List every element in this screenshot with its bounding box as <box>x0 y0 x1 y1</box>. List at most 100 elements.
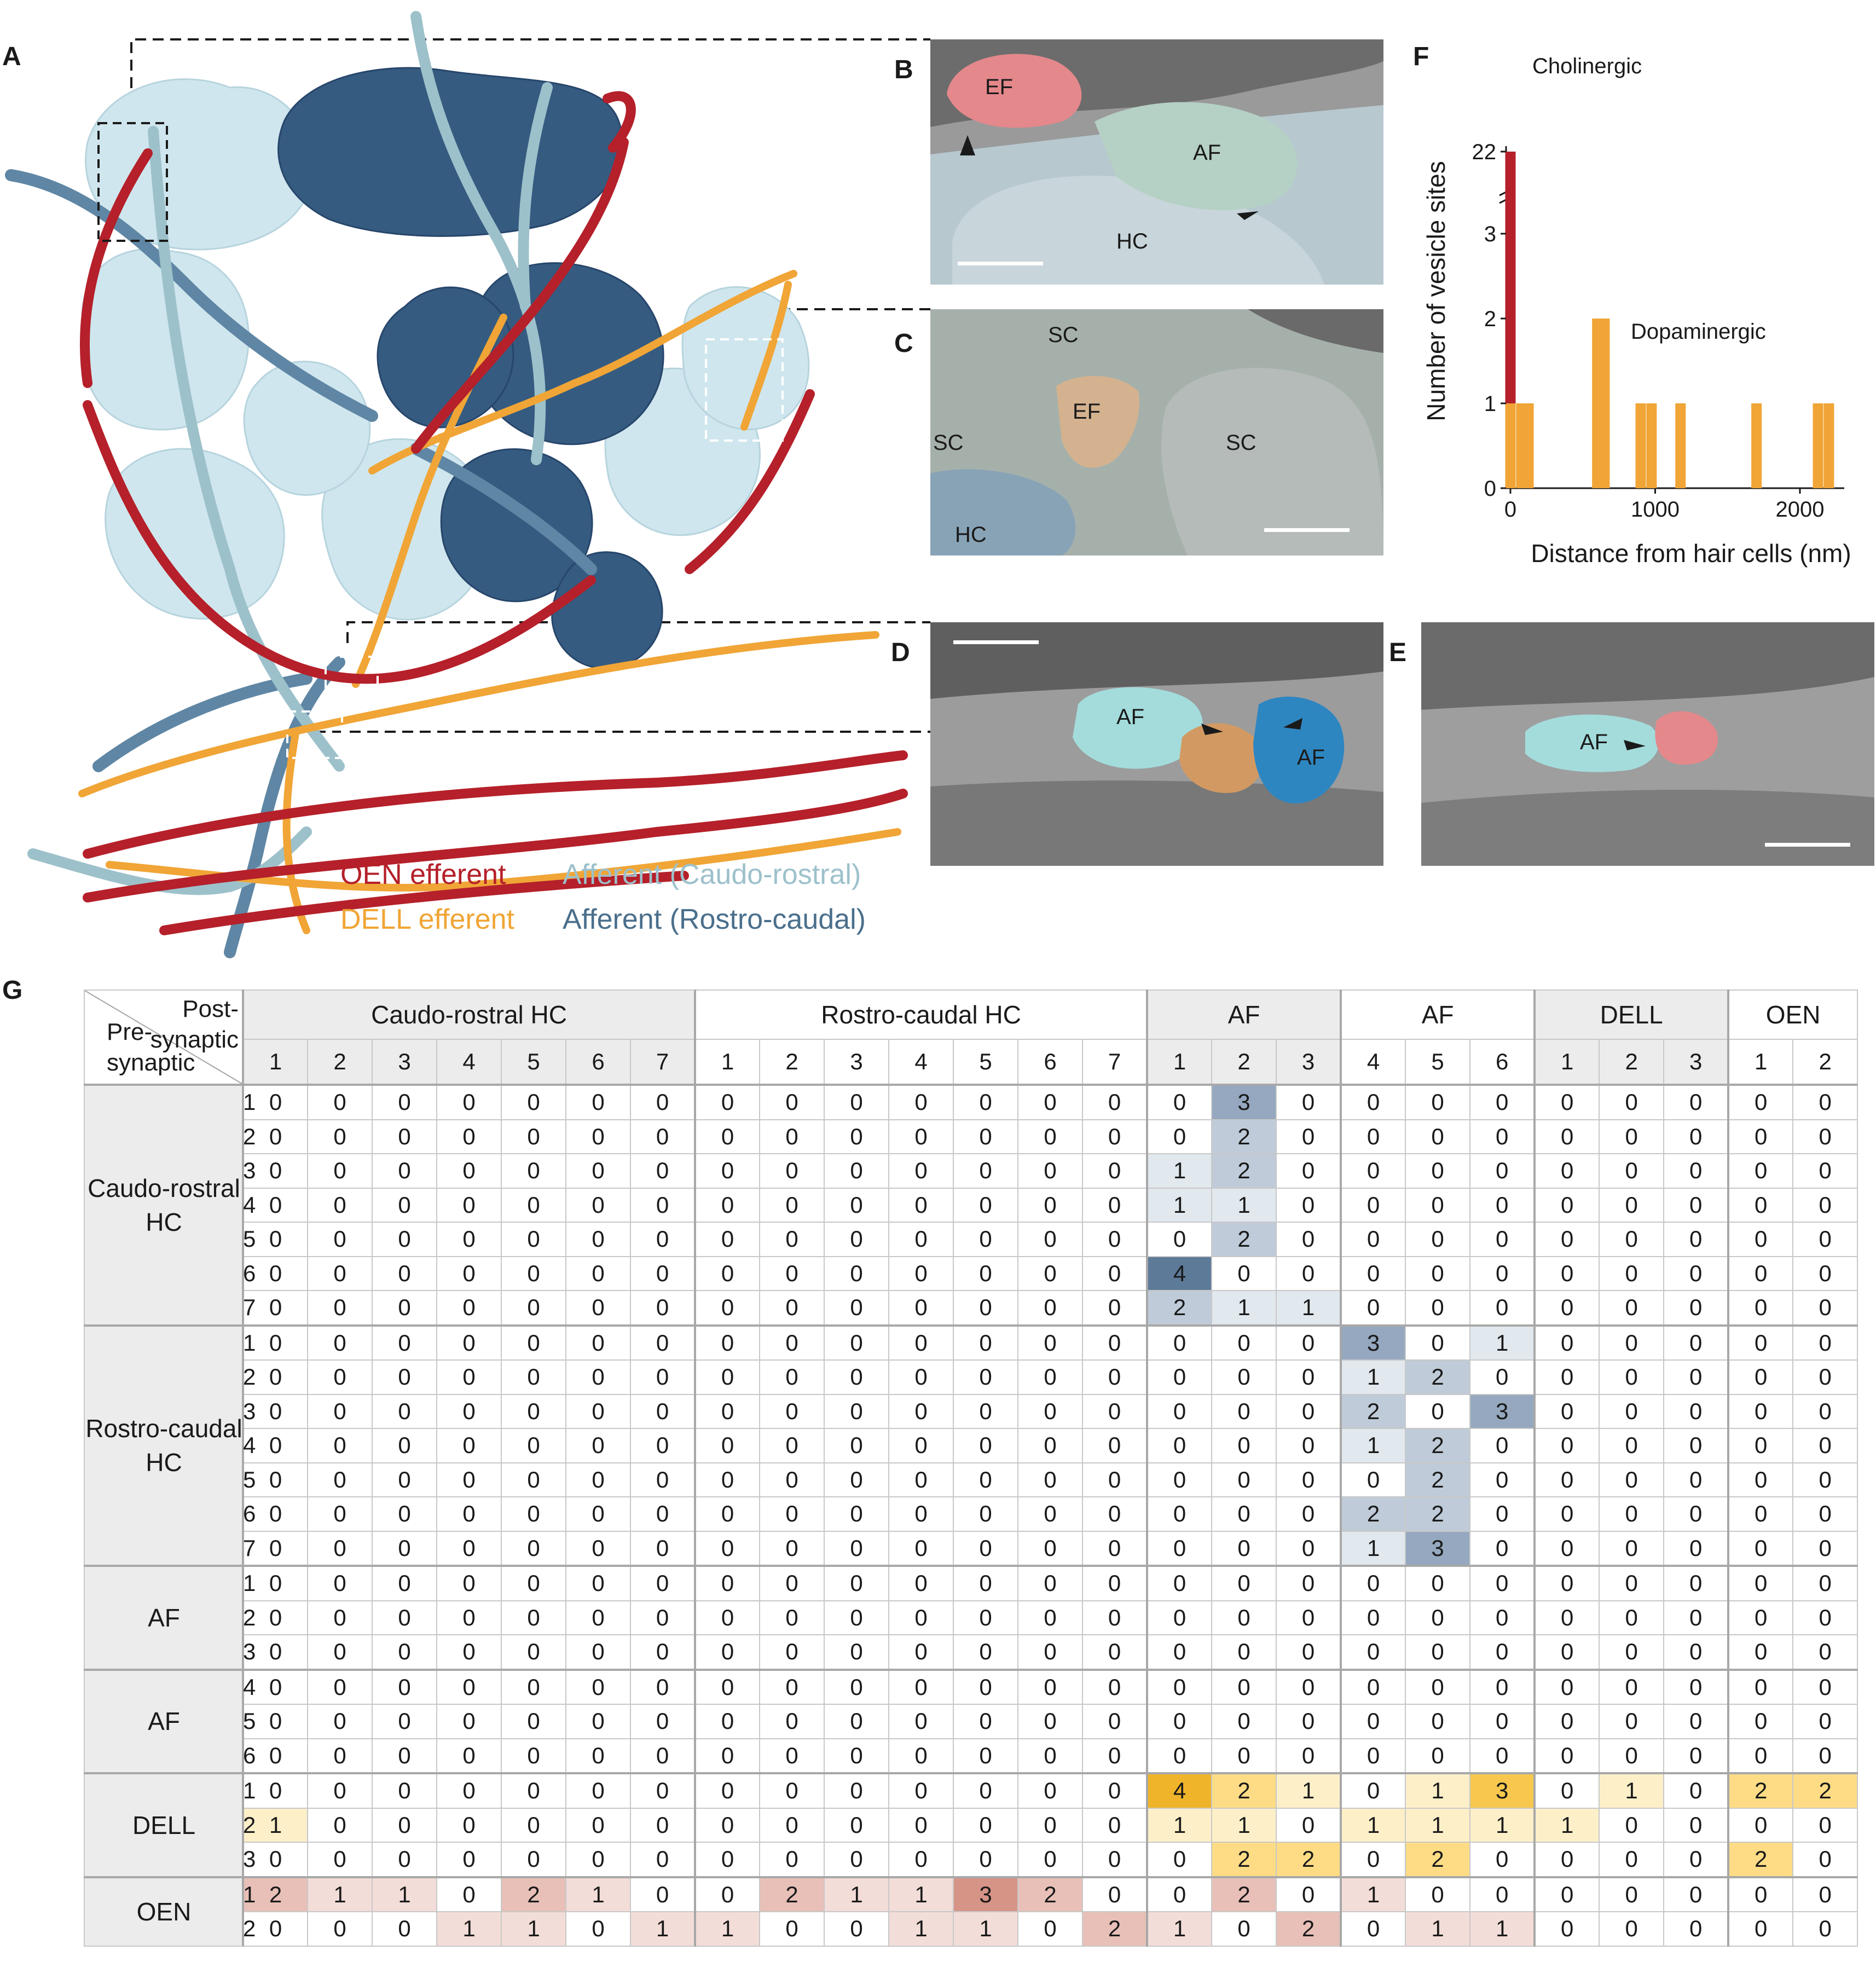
table-cell: 0 <box>1211 1428 1277 1463</box>
table-cell: 0 <box>436 1496 502 1532</box>
table-cell: 0 <box>1663 1222 1729 1257</box>
table-cell: 0 <box>1146 1359 1213 1395</box>
table-cell: 0 <box>694 1704 761 1739</box>
table-cell: 0 <box>1792 1704 1858 1739</box>
table-cell: 0 <box>759 1738 825 1774</box>
table-cell: 0 <box>629 1530 696 1566</box>
table-cell: 0 <box>1533 1153 1600 1189</box>
table-cell: 0 <box>307 1359 373 1395</box>
table-cell: 0 <box>1276 1496 1342 1532</box>
table-cell: 0 <box>436 1222 502 1257</box>
table-cell: 0 <box>565 1530 631 1566</box>
table-cell: 0 <box>307 1738 373 1774</box>
table-cell: 0 <box>1663 1634 1729 1670</box>
table-cell: 0 <box>888 1222 954 1257</box>
table-cell: 0 <box>436 1807 502 1843</box>
column-group-header: Rostro-caudal HC <box>694 990 1148 1040</box>
table-cell: 0 <box>501 1153 566 1189</box>
table-cell: 0 <box>1405 1565 1471 1601</box>
table-cell: 0 <box>629 1187 696 1223</box>
table-cell: 1 <box>953 1911 1019 1947</box>
table-cell: 0 <box>1146 1704 1213 1739</box>
table-cell: 0 <box>694 1255 761 1291</box>
table-cell: 0 <box>1663 1428 1729 1463</box>
table-cell: 0 <box>1082 1738 1148 1774</box>
table-cell: 0 <box>824 1634 890 1670</box>
bar-dopaminergic <box>1635 403 1646 488</box>
table-cell: 0 <box>372 1462 437 1497</box>
table-cell: 0 <box>565 1704 631 1739</box>
panel-d-micrograph: AF AF <box>930 622 1383 866</box>
bar-dopaminergic <box>1505 403 1516 488</box>
table-cell: 0 <box>759 1496 825 1532</box>
table-cell: 0 <box>1533 1290 1600 1326</box>
chart-ticks: 0 1 2 3 22 0 1000 2000 <box>1472 140 1825 522</box>
table-cell: 0 <box>1405 1324 1471 1361</box>
table-cell: 0 <box>565 1290 631 1326</box>
table-cell: 0 <box>307 1668 373 1705</box>
table-cell: 0 <box>694 1565 761 1601</box>
caudo-rostral-hair-cells <box>80 78 810 621</box>
table-cell: 0 <box>372 1119 437 1154</box>
table-cell: 0 <box>1211 1324 1277 1361</box>
table-cell: 0 <box>888 1187 954 1223</box>
table-cell: 0 <box>1533 1738 1600 1774</box>
x-tick-label: 1000 <box>1631 497 1680 522</box>
table-cell: 0 <box>1017 1462 1084 1497</box>
table-row: 50000000000000000000000000 <box>84 1704 1858 1739</box>
table-cell: 0 <box>1146 1084 1213 1120</box>
scale-bar <box>1765 843 1850 847</box>
table-cell: 0 <box>1276 1668 1342 1705</box>
table-cell: 0 <box>1533 1462 1600 1497</box>
table-cell: 0 <box>1663 1600 1729 1635</box>
table-cell: 0 <box>824 1428 890 1463</box>
table-cell: 0 <box>1146 1428 1213 1463</box>
bar-dopaminergic <box>1599 319 1610 488</box>
table-cell: 0 <box>1469 1255 1536 1291</box>
column-group-header: AF <box>1146 990 1342 1040</box>
table-cell: 0 <box>629 1462 696 1497</box>
table-cell: 0 <box>1469 1119 1536 1154</box>
table-cell: 2 <box>1405 1496 1471 1532</box>
table-cell: 0 <box>242 1462 308 1497</box>
table-cell: 0 <box>1663 1807 1729 1843</box>
table-cell: 0 <box>1533 1222 1600 1257</box>
table-cell: 0 <box>1405 1119 1471 1154</box>
table-cell: 0 <box>953 1565 1019 1601</box>
table-cell: 1 <box>307 1876 373 1912</box>
table-cell: 0 <box>372 1772 437 1809</box>
table-cell: 0 <box>1533 1255 1600 1291</box>
table-cell: 0 <box>888 1153 954 1189</box>
table-cell: 0 <box>629 1738 696 1774</box>
table-cell: 0 <box>1792 1634 1858 1670</box>
bar-dopaminergic <box>1675 403 1686 488</box>
table-cell: 0 <box>1340 1634 1406 1670</box>
table-cell: 2 <box>1211 1876 1277 1912</box>
table-cell: 0 <box>1082 1772 1148 1809</box>
column-index: 4 <box>1340 1039 1406 1085</box>
table-cell: 0 <box>1082 1119 1148 1154</box>
panel-label-g: G <box>2 976 23 1005</box>
table-cell: 0 <box>1276 1807 1342 1843</box>
table-cell: 0 <box>1727 1668 1794 1705</box>
table-cell: 0 <box>565 1255 631 1291</box>
table-row: 20000000000000002000000000 <box>84 1119 1858 1154</box>
table-cell: 2 <box>501 1876 566 1912</box>
table-cell: 0 <box>1211 1738 1277 1774</box>
table-cell: 1 <box>888 1911 954 1947</box>
table-cell: 0 <box>307 1496 373 1532</box>
table-cell: 0 <box>694 1393 761 1429</box>
table-cell: 0 <box>372 1530 437 1566</box>
table-cell: 1 <box>1469 1911 1536 1947</box>
table-cell: 0 <box>1340 1772 1406 1809</box>
table-cell: 1 <box>372 1876 437 1912</box>
table-cell: 0 <box>1276 1704 1342 1739</box>
table-cell: 0 <box>372 1255 437 1291</box>
table-cell: 0 <box>629 1842 696 1878</box>
table-cell: 1 <box>1211 1187 1277 1223</box>
table-cell: 0 <box>1405 1876 1471 1912</box>
table-cell: 0 <box>1792 1565 1858 1601</box>
table-cell: 0 <box>629 1428 696 1463</box>
table-cell: 0 <box>1082 1290 1148 1326</box>
table-cell: 0 <box>1017 1842 1084 1878</box>
